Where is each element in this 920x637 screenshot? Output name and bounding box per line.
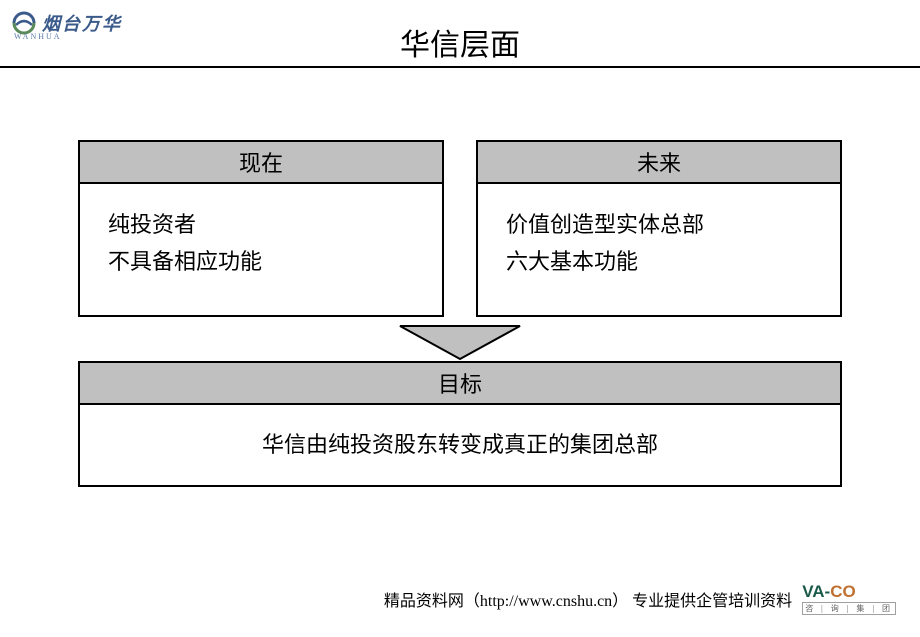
future-line1: 价值创造型实体总部 [506,206,812,243]
header: 烟台万华 WANHUA 华信层面 [0,0,920,70]
footer: 精品资料网（http://www.cnshu.cn） 专业提供企管培训资料 VA… [384,582,896,615]
top-row: 现在 纯投资者 不具备相应功能 未来 价值创造型实体总部 六大基本功能 [78,140,842,317]
footer-logo: VA-CO 咨 | 询 | 集 | 团 [802,582,896,615]
box-goal-body: 华信由纯投资股东转变成真正的集团总部 [80,405,840,485]
present-line1: 纯投资者 [108,206,414,243]
arrow-area [78,321,842,365]
box-present-body: 纯投资者 不具备相应功能 [80,184,442,315]
footer-text: 精品资料网（http://www.cnshu.cn） 专业提供企管培训资料 [384,587,792,611]
box-goal-header: 目标 [80,363,840,405]
present-line2: 不具备相应功能 [108,243,414,280]
footer-logo-co: CO [830,582,856,601]
future-line2: 六大基本功能 [506,243,812,280]
footer-logo-main: VA-CO [802,582,856,602]
box-goal: 目标 华信由纯投资股东转变成真正的集团总部 [78,361,842,487]
box-future-body: 价值创造型实体总部 六大基本功能 [478,184,840,315]
box-future: 未来 价值创造型实体总部 六大基本功能 [476,140,842,317]
down-arrow-icon [395,321,525,365]
box-present-header: 现在 [80,142,442,184]
footer-logo-sub: 咨 | 询 | 集 | 团 [802,602,896,615]
box-present: 现在 纯投资者 不具备相应功能 [78,140,444,317]
footer-logo-va: VA- [802,582,830,601]
page-title: 华信层面 [0,20,920,64]
box-future-header: 未来 [478,142,840,184]
diagram-content: 现在 纯投资者 不具备相应功能 未来 价值创造型实体总部 六大基本功能 目标 华… [78,140,842,487]
header-divider [0,66,920,68]
